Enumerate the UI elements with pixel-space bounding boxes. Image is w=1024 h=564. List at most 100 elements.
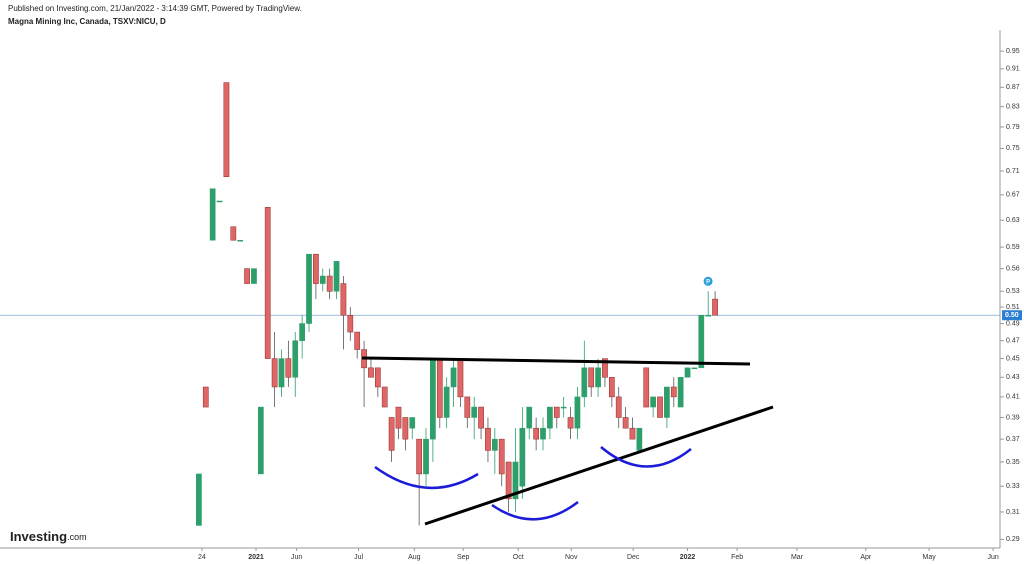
candle-body xyxy=(664,386,670,418)
candle-body xyxy=(485,427,491,451)
candle-body xyxy=(533,427,539,440)
candle-body xyxy=(209,188,216,241)
x-tick-label: May xyxy=(922,554,936,561)
candle-body xyxy=(333,261,340,292)
y-tick-label: 0.87 xyxy=(1006,84,1020,91)
x-tick-label: Jul xyxy=(354,554,363,561)
candle-body xyxy=(464,396,471,418)
y-tick-label: 0.83 xyxy=(1006,104,1020,111)
marker-label: P xyxy=(706,279,710,285)
x-tick-label: Apr xyxy=(860,554,872,561)
x-tick-label: 2022 xyxy=(680,554,696,561)
y-tick-label: 0.95 xyxy=(1006,48,1020,55)
logo-suffix: .com xyxy=(67,532,87,542)
candle-body xyxy=(409,417,416,429)
candle-body xyxy=(629,427,636,440)
candle-body xyxy=(271,358,278,388)
candle-body xyxy=(588,367,595,388)
y-tick-label: 0.35 xyxy=(1006,459,1020,466)
y-tick-label: 0.33 xyxy=(1006,483,1020,490)
x-tick-label: Dec xyxy=(627,554,640,561)
y-tick-label: 0.37 xyxy=(1006,436,1020,443)
candle-body xyxy=(326,275,333,292)
candle-body xyxy=(251,268,257,284)
candle-body xyxy=(264,207,271,359)
x-tick-label: Nov xyxy=(565,554,578,561)
candle-body xyxy=(560,406,567,409)
candle-body xyxy=(547,406,553,429)
candle-body xyxy=(354,331,361,350)
candle-body xyxy=(457,358,464,398)
marker-dot xyxy=(703,276,713,286)
candle-body xyxy=(402,417,409,440)
candle-body xyxy=(196,473,202,526)
candle-body xyxy=(202,386,209,408)
candle-body xyxy=(416,438,422,475)
candle-body xyxy=(450,367,457,388)
support-line xyxy=(424,405,774,526)
y-tick-label: 0.67 xyxy=(1006,192,1020,199)
y-tick-label: 0.31 xyxy=(1006,509,1020,516)
candle-body xyxy=(443,386,450,418)
y-tick-label: 0.56 xyxy=(1006,265,1020,272)
y-tick-label: 0.59 xyxy=(1006,244,1020,251)
x-tick-label: Oct xyxy=(513,554,524,561)
last-price-box xyxy=(1002,310,1022,321)
candle-body xyxy=(622,417,629,429)
head xyxy=(491,501,579,521)
candle-body xyxy=(395,406,402,429)
candle-body xyxy=(313,253,319,284)
candle-body xyxy=(340,283,347,316)
candle-body xyxy=(684,367,691,378)
y-tick-label: 0.51 xyxy=(1006,304,1020,311)
x-tick-label: 2021 xyxy=(248,554,264,561)
candle-body xyxy=(216,200,223,203)
left-shoulder xyxy=(374,465,479,490)
right-shoulder xyxy=(600,446,692,468)
candle-body xyxy=(423,438,429,475)
candle-body xyxy=(491,438,498,451)
logo-name: Investing xyxy=(10,529,67,544)
candle-body xyxy=(574,396,581,429)
y-tick-label: 0.75 xyxy=(1006,145,1020,152)
neckline xyxy=(361,356,751,366)
candle-body xyxy=(712,298,718,316)
candle-body xyxy=(505,461,512,500)
candle-body xyxy=(677,377,684,408)
y-tick-label: 0.63 xyxy=(1006,217,1020,224)
published-note: Published on Investing.com, 21/Jan/2022 … xyxy=(8,4,302,13)
y-tick-label: 0.45 xyxy=(1006,355,1020,362)
candle-body xyxy=(581,367,588,398)
plot: 0.29 0.31 0.33 0.35 0.37 0.39 0.41 0.43 0.45 0.47… xyxy=(0,48,1022,561)
candle-body xyxy=(567,417,574,429)
y-tick-label: 0.41 xyxy=(1006,394,1020,401)
candle-body xyxy=(650,396,656,408)
last-price-label: 0.50 xyxy=(1005,312,1019,319)
x-tick-label: 24 xyxy=(198,554,206,561)
candle-body xyxy=(368,367,374,378)
candle-body xyxy=(698,314,705,369)
candle-body xyxy=(430,358,436,440)
candle-body xyxy=(519,427,526,487)
y-tick-label: 0.43 xyxy=(1006,374,1020,381)
y-tick-label: 0.91 xyxy=(1006,66,1020,73)
candle-body xyxy=(278,358,285,388)
candle-body xyxy=(670,386,677,398)
candle-body xyxy=(553,406,560,418)
candle-body xyxy=(299,323,305,341)
candle-body xyxy=(306,253,312,324)
candle-body xyxy=(388,417,395,451)
y-tick-label: 0.49 xyxy=(1006,320,1020,327)
candle-body xyxy=(602,358,608,378)
x-tick-label: Mar xyxy=(791,554,804,561)
x-tick-label: Sep xyxy=(457,554,470,561)
candle-body xyxy=(615,396,622,418)
symbol-title: Magna Mining Inc, Canada, TSXV:NICU, D xyxy=(8,17,166,26)
y-tick-label: 0.79 xyxy=(1006,124,1020,131)
candle-body xyxy=(285,358,292,378)
y-tick-label: 0.53 xyxy=(1006,288,1020,295)
candle-body xyxy=(608,377,615,398)
candle-body xyxy=(244,268,250,284)
x-tick-label: Feb xyxy=(731,554,743,561)
